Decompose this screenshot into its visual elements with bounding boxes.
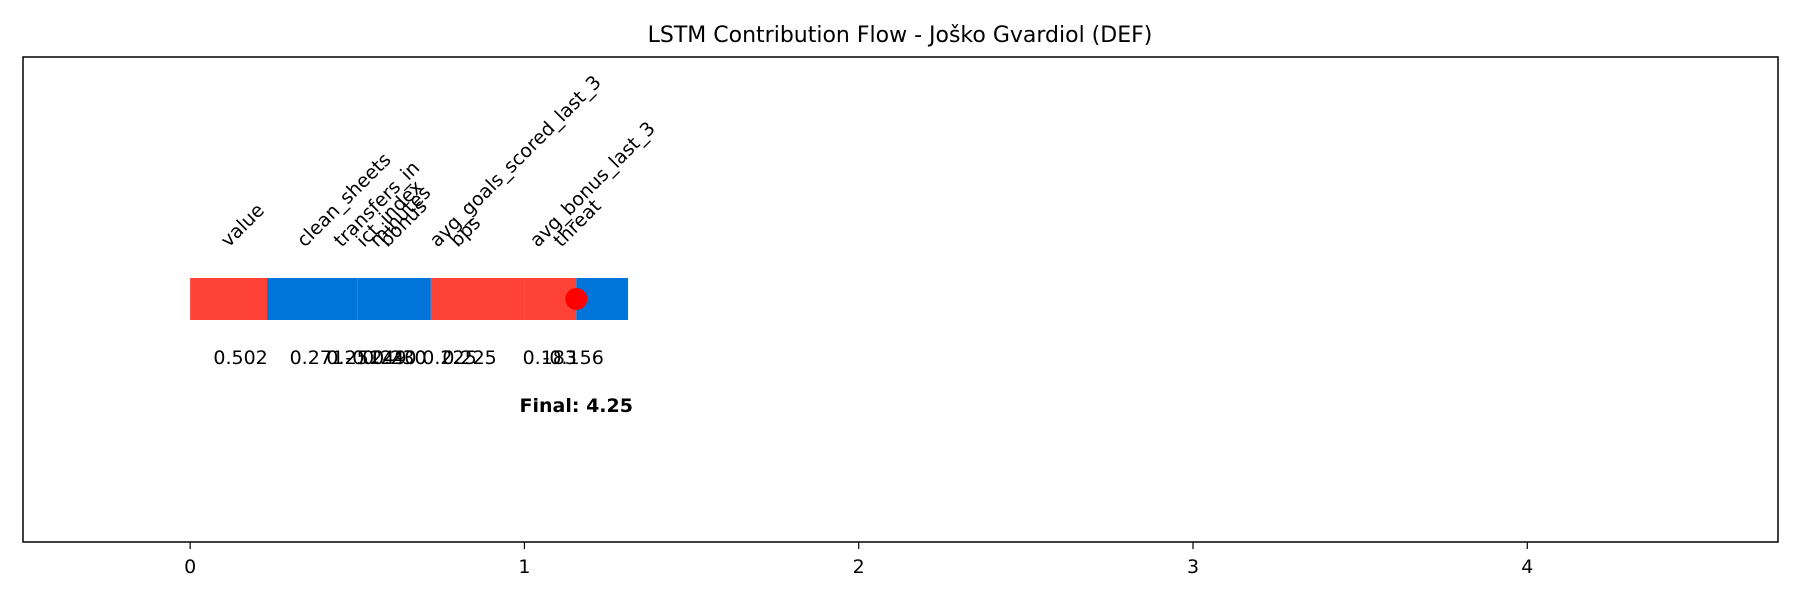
x-tick-label: 0 [184, 556, 196, 578]
x-tick-label: 4 [1521, 556, 1533, 578]
contribution-bar-avg-goals-scored-last-3 [430, 278, 525, 320]
value-label: -0.249 [345, 347, 406, 369]
x-axis: 0 1 2 3 4 [184, 542, 1533, 578]
value-label: 0.230 [372, 347, 426, 369]
value-label: 0.502 [213, 347, 267, 369]
value-label: 0.271 [290, 347, 344, 369]
label-layer: value0.502clean_sheets0.271transfers_in0… [213, 71, 659, 369]
final-label: Final: 4.25 [520, 395, 633, 417]
x-tick-label: 2 [853, 556, 865, 578]
value-label: 0.183 [523, 347, 577, 369]
contribution-bar-ict-index [357, 278, 431, 320]
bar-layer [190, 278, 629, 320]
value-label: 0.225 [442, 347, 496, 369]
feature-label: value [217, 199, 269, 251]
x-tick-label: 1 [518, 556, 530, 578]
contribution-bar-clean-sheets [267, 278, 358, 320]
value-label: 0.225 [422, 347, 476, 369]
value-label: 0.251 [326, 347, 380, 369]
contribution-bar-value [190, 278, 268, 320]
final-marker [565, 288, 588, 310]
chart-title: LSTM Contribution Flow - Joško Gvardiol … [648, 23, 1153, 48]
x-tick-label: 3 [1187, 556, 1199, 578]
plot-frame [22, 56, 1779, 543]
value-label: -0.156 [543, 347, 604, 369]
value-label: 0.240 [362, 347, 416, 369]
